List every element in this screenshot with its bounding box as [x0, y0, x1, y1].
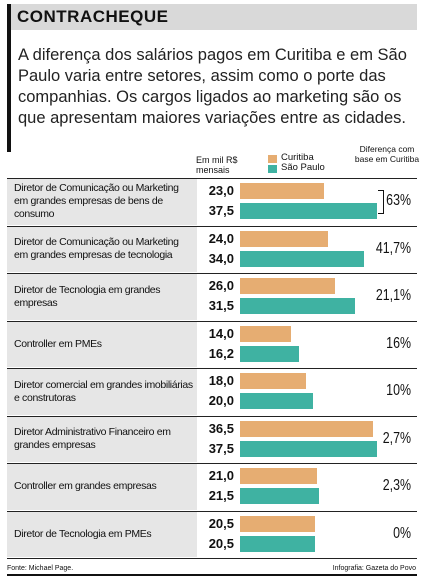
difference-label: 0% [393, 524, 411, 542]
title-bar: CONTRACHEQUE [7, 4, 417, 30]
source-note: Fonte: Michael Page. [7, 565, 74, 572]
difference-label: 16% [386, 334, 411, 352]
value-label: 20,5 [208, 535, 234, 551]
value-label: 20,5 [208, 515, 234, 531]
value-label: 14,0 [208, 325, 234, 341]
bar [240, 230, 328, 247]
row-separator [7, 415, 417, 417]
row-label-bg [7, 179, 197, 225]
bar [240, 183, 324, 199]
bar [240, 325, 291, 342]
bar [240, 535, 315, 552]
bar [240, 468, 317, 484]
value-label: 31,5 [208, 298, 234, 313]
legend-swatch-curitiba [268, 155, 277, 163]
row-separator [7, 463, 417, 464]
row-separator [7, 320, 417, 322]
page-title: CONTRACHEQUE [17, 7, 169, 26]
difference-label: 41,7% [375, 239, 411, 257]
value-label: 26,0 [208, 278, 234, 293]
row-separator [7, 510, 417, 512]
bar [240, 345, 299, 362]
row-label-bg [7, 369, 197, 415]
difference-label: 2,7% [382, 429, 411, 447]
value-label: 37,5 [208, 203, 234, 218]
row-label: Diretor de Tecnologia em grandes empresa… [14, 283, 161, 309]
bar [240, 250, 364, 267]
intro-text: A diferença dos salários pagos em Curiti… [18, 46, 407, 127]
bar [240, 203, 377, 219]
legend-label-sao-paulo: São Paulo [281, 162, 325, 173]
value-label: 37,5 [208, 440, 234, 456]
row-separator [7, 273, 417, 274]
row-separator [7, 225, 417, 227]
difference-header: Diferença com base em Curitiba [354, 144, 420, 164]
row-separator [7, 178, 417, 179]
difference-label: 2,3% [382, 477, 411, 494]
legend-swatch-sao-paulo [268, 165, 277, 173]
bar [240, 373, 306, 389]
bar [240, 440, 377, 457]
units-header: Em mil R$ mensais [196, 155, 238, 175]
bar [240, 278, 335, 294]
row-separator [7, 368, 417, 369]
value-label: 36,5 [208, 420, 234, 436]
bar [240, 393, 313, 409]
value-label: 18,0 [208, 373, 234, 388]
value-label: 20,0 [208, 393, 234, 408]
difference-label: 10% [386, 382, 411, 399]
value-label: 24,0 [208, 230, 234, 246]
row-label: Diretor de Comunicação ou Marketing em g… [14, 182, 179, 221]
value-label: 21,5 [208, 488, 234, 503]
row-label-bg [7, 416, 197, 462]
accent-line [7, 30, 11, 152]
difference-label: 63% [386, 192, 411, 209]
credit-note: Infografia: Gazeta do Povo [332, 565, 416, 572]
bar [240, 515, 315, 532]
row-label: Controller em PMEs [14, 337, 102, 350]
row-label-bg [7, 321, 197, 367]
legend-label-curitiba: Curitiba [281, 152, 314, 163]
row-separator [7, 558, 417, 559]
row-label-bg [7, 464, 197, 510]
footer-rule [7, 574, 417, 576]
value-label: 34,0 [208, 250, 234, 266]
value-label: 23,0 [208, 183, 234, 198]
row-label: Diretor de Tecnologia em PMEs [14, 527, 152, 540]
row-label-bg [7, 274, 197, 320]
row-label: Diretor de Comunicação ou Marketing em g… [14, 236, 179, 262]
row-label: Diretor Administrativo Financeiro em gra… [14, 426, 171, 452]
bar [240, 488, 319, 504]
value-label: 16,2 [208, 345, 234, 361]
row-label: Diretor comercial em grandes imobiliária… [14, 378, 193, 404]
bar [240, 420, 373, 437]
row-label-bg [7, 511, 197, 557]
bar [240, 298, 355, 314]
value-label: 21,0 [208, 468, 234, 483]
row-label: Controller em grandes empresas [14, 480, 157, 493]
difference-label: 21,1% [375, 287, 411, 304]
highlight-bracket [378, 190, 384, 214]
row-label-bg [7, 226, 197, 272]
